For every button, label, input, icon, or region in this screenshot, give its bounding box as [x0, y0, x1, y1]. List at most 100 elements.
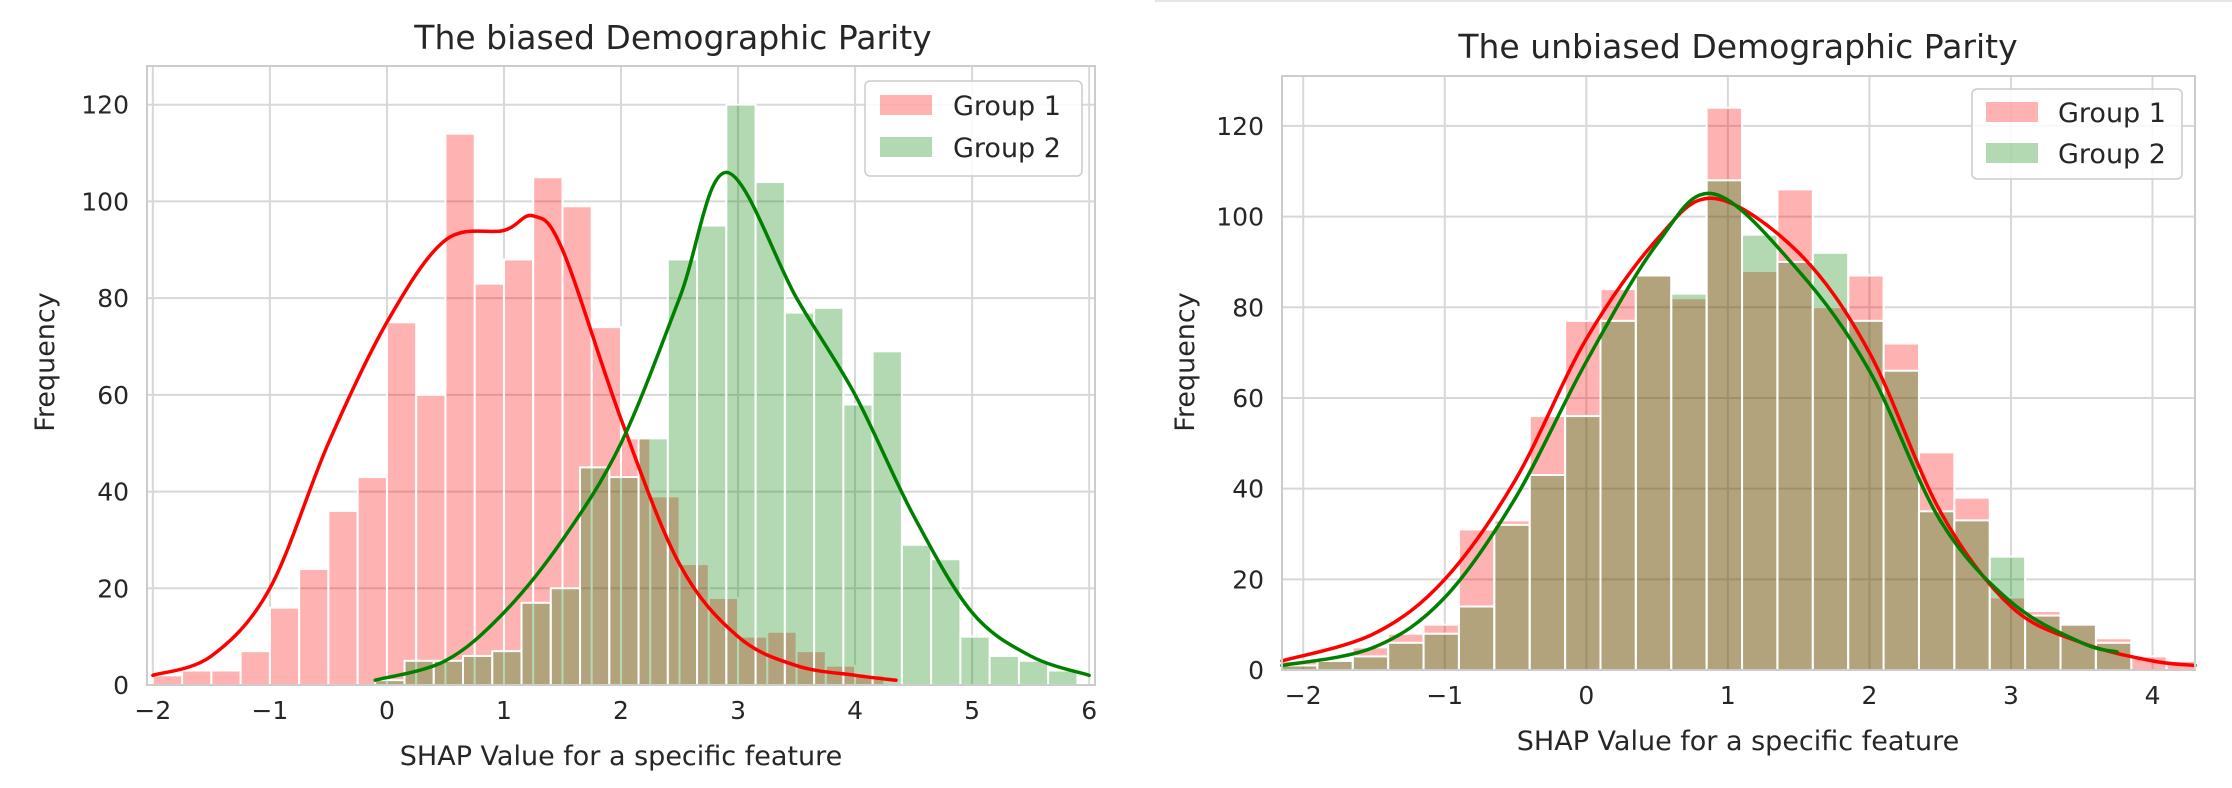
- y-tick-label: 120: [1216, 112, 1264, 141]
- plot-frame: [146, 65, 1096, 686]
- y-tick-labels: 0 20 40 60 80 100 120: [81, 91, 129, 700]
- legend-swatch-group-2: [880, 137, 932, 157]
- chart-unbiased: −2 −1 0 1 2 3 4 0 20 40 60 80 100 120 The unbiased D…: [1170, 27, 2197, 757]
- chart-title: The unbiased Demographic Parity: [1457, 27, 2017, 66]
- bar-group-1: [239, 650, 271, 686]
- bar-group-2: [491, 650, 523, 686]
- legend: Group 1 Group 2: [1971, 88, 2183, 180]
- bar-group-2: [608, 476, 640, 686]
- bar-group-2: [930, 558, 962, 686]
- y-tick-label: 100: [81, 187, 129, 216]
- kde-line-group-2: [1280, 191, 2119, 668]
- bar-group-2: [725, 103, 757, 686]
- bar-group-2: [1564, 415, 1602, 671]
- kde-curves: [151, 170, 1091, 682]
- bar-group-1: [415, 393, 447, 686]
- x-tick-label: −1: [1426, 681, 1463, 710]
- bar-group-1: [444, 132, 476, 686]
- x-axis-label: SHAP Value for a specific feature: [400, 741, 842, 772]
- bar-group-2: [783, 311, 816, 686]
- bar-group-2: [842, 403, 874, 686]
- bar-group-2: [1670, 292, 1708, 671]
- legend-swatch-group-1: [880, 95, 932, 115]
- bar-group-1: [298, 567, 330, 686]
- bar-group-1: [268, 606, 301, 686]
- legend: Group 1 Group 2: [864, 80, 1083, 177]
- x-tick-label: 0: [379, 696, 395, 725]
- bar-group-1: [1741, 269, 1779, 671]
- y-tick-labels: 0 20 40 60 80 100 120: [1216, 112, 1264, 685]
- bar-group-2: [1776, 260, 1814, 671]
- y-tick-label: 100: [1216, 203, 1264, 232]
- y-tick-label: 20: [1232, 565, 1264, 594]
- bar-group-1: [151, 674, 184, 686]
- y-tick-label: 20: [97, 574, 129, 603]
- bar-group-2: [1017, 659, 1050, 686]
- bar-group-1: [1953, 496, 1991, 672]
- bar-group-2: [1882, 369, 1920, 671]
- x-tick-label: 2: [613, 696, 629, 725]
- x-tick-labels: −2 −1 0 1 2 3 4: [1285, 681, 2161, 710]
- y-axis-label: Frequency: [1170, 292, 1201, 432]
- bar-group-2: [666, 258, 699, 686]
- plot-frame: [1281, 75, 2196, 671]
- x-tick-label: 4: [847, 696, 863, 725]
- bar-group-2: [1528, 474, 1567, 671]
- x-tick-label: −2: [1285, 681, 1322, 710]
- bar-group-2: [696, 224, 728, 686]
- bar-group-2: [1457, 605, 1496, 672]
- bar-group-2: [1493, 523, 1531, 671]
- bar-group-2: [1387, 641, 1425, 671]
- legend-label-group-1: Group 1: [953, 91, 1061, 122]
- kde-line-group-1: [151, 213, 898, 682]
- legend-label-group-2: Group 2: [953, 133, 1061, 164]
- bar-group-1: [473, 282, 505, 686]
- y-tick-label: 60: [97, 381, 129, 410]
- bar-group-2: [1351, 655, 1390, 672]
- kde-line-group-2: [373, 170, 1091, 682]
- bar-group-2: [1599, 319, 1637, 671]
- legend-label-group-1: Group 1: [2058, 98, 2166, 129]
- y-tick-label: 120: [81, 91, 129, 120]
- bar-group-2: [959, 635, 991, 686]
- bar-group-2: [1917, 510, 1956, 671]
- bar-group-1: [678, 563, 710, 686]
- y-tick-label: 0: [1248, 656, 1264, 685]
- legend-swatch-group-2: [1986, 143, 2038, 163]
- x-tick-label: −1: [251, 696, 288, 725]
- legend-swatch-group-1: [1986, 102, 2038, 122]
- x-tick-label: 6: [1081, 696, 1097, 725]
- bar-group-1: [385, 321, 418, 686]
- bar-group-2: [549, 587, 582, 686]
- bar-group-2: [754, 181, 786, 686]
- x-tick-label: −2: [134, 696, 171, 725]
- x-tick-label: 2: [1861, 681, 1877, 710]
- bar-group-2: [1705, 179, 1744, 671]
- bar-group-1: [620, 437, 652, 686]
- chart-title: The biased Demographic Parity: [413, 18, 931, 57]
- y-tick-label: 40: [1232, 475, 1264, 504]
- bar-group-2: [1634, 274, 1673, 671]
- y-tick-label: 60: [1232, 384, 1264, 413]
- bar-group-1: [502, 258, 535, 686]
- x-tick-label: 5: [964, 696, 980, 725]
- x-tick-label: 1: [496, 696, 512, 725]
- y-tick-label: 80: [1232, 293, 1264, 322]
- histogram-bars: [1281, 106, 2197, 672]
- y-axis-label: Frequency: [30, 292, 61, 432]
- x-axis-label: SHAP Value for a specific feature: [1517, 726, 1959, 757]
- bar-group-1: [327, 509, 359, 686]
- bar-group-2: [900, 543, 933, 686]
- bar-group-1: [737, 635, 769, 686]
- bar-group-1: [532, 176, 564, 686]
- kde-line-group-1: [1280, 196, 2197, 668]
- bar-group-2: [520, 601, 552, 686]
- bar-group-1: [210, 669, 242, 686]
- bar-group-2: [579, 466, 611, 686]
- bar-group-2: [462, 654, 494, 686]
- chart-biased: −2 −1 0 1 2 3 4 5 6 0 20 40 60 80 100 120 The biased D…: [30, 18, 1097, 772]
- y-tick-label: 40: [97, 478, 129, 507]
- bar-group-1: [181, 669, 213, 686]
- y-tick-label: 0: [113, 671, 129, 700]
